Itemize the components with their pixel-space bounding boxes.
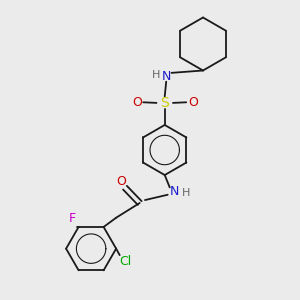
Text: H: H	[182, 188, 190, 198]
Text: Cl: Cl	[119, 254, 131, 268]
Text: O: O	[132, 96, 142, 109]
Text: N: N	[169, 185, 179, 198]
Text: H: H	[152, 70, 160, 80]
Text: S: S	[160, 96, 169, 110]
Text: O: O	[188, 96, 198, 109]
Text: N: N	[161, 70, 171, 83]
Text: O: O	[116, 175, 126, 188]
Text: F: F	[68, 212, 75, 225]
